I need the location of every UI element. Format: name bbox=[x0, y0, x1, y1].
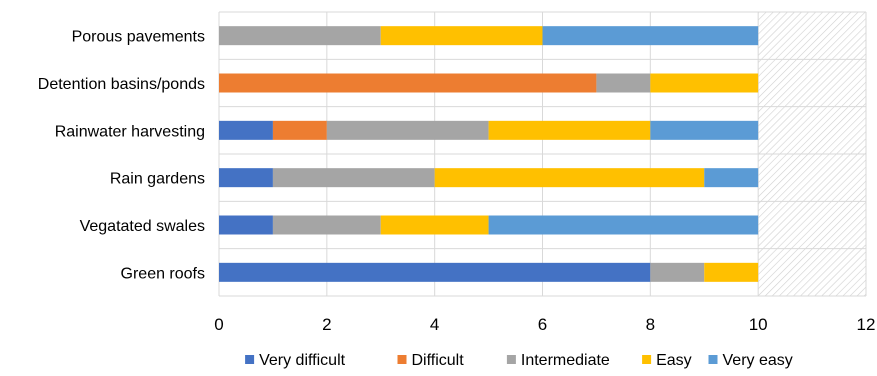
legend-swatch bbox=[397, 355, 407, 364]
legend-label: Difficult bbox=[412, 352, 465, 369]
x-tick-label: 2 bbox=[322, 315, 331, 334]
legend-swatch bbox=[506, 355, 516, 364]
legend-item: Very difficult bbox=[245, 352, 346, 369]
legend-label: Very difficult bbox=[259, 352, 346, 369]
gridlines bbox=[218, 11, 867, 297]
legend-label: Easy bbox=[656, 352, 692, 369]
legend-swatch bbox=[708, 355, 718, 364]
legend-label: Intermediate bbox=[521, 352, 610, 369]
x-tick-label: 0 bbox=[214, 315, 223, 334]
bar-segment-very-easy bbox=[542, 26, 759, 46]
bar-segment-difficult bbox=[272, 120, 327, 140]
category-label: Rain gardens bbox=[110, 171, 205, 188]
bar-segment-intermediate bbox=[272, 168, 435, 188]
bar-segment-intermediate bbox=[219, 26, 381, 46]
bar-segment-very-easy bbox=[650, 120, 759, 140]
category-label: Rainwater harvesting bbox=[55, 123, 205, 140]
legend-item: Easy bbox=[642, 352, 692, 369]
category-label: Detention basins/ponds bbox=[38, 76, 205, 93]
legend-swatch bbox=[245, 355, 255, 364]
bar-segment-easy bbox=[704, 262, 759, 282]
bar-segment-very-difficult bbox=[219, 262, 651, 282]
bar-segment-very-easy bbox=[488, 215, 759, 235]
bar-segment-intermediate bbox=[272, 215, 381, 235]
category-label: Vegatated swales bbox=[80, 218, 205, 235]
legend-item: Difficult bbox=[397, 352, 465, 369]
bar-segment-very-difficult bbox=[219, 215, 273, 235]
legend: Very difficult Difficult Intermediate Easy V… bbox=[245, 352, 793, 369]
x-tick-label: 4 bbox=[430, 315, 439, 334]
legend-swatch bbox=[642, 355, 652, 364]
bar-segment-very-difficult bbox=[219, 120, 273, 140]
plot-area: Porous pavements Detention basins/ponds Ra… bbox=[38, 11, 876, 334]
bar-segment-intermediate bbox=[650, 262, 705, 282]
category-label: Green roofs bbox=[121, 265, 205, 282]
bar-segment-very-easy bbox=[704, 168, 759, 188]
x-tick-label: 10 bbox=[749, 315, 768, 334]
legend-label: Very easy bbox=[723, 352, 793, 369]
x-tick-label: 12 bbox=[857, 315, 876, 334]
bars bbox=[219, 26, 759, 282]
bar-segment-easy bbox=[380, 215, 489, 235]
bar-segment-easy bbox=[434, 168, 705, 188]
bar-segment-intermediate bbox=[596, 73, 651, 93]
bar-segment-intermediate bbox=[326, 120, 489, 140]
bar-segment-easy bbox=[380, 26, 543, 46]
bar-segment-very-difficult bbox=[219, 168, 273, 188]
legend-item: Intermediate bbox=[506, 352, 610, 369]
category-label: Porous pavements bbox=[72, 29, 205, 46]
x-tick-label: 8 bbox=[646, 315, 655, 334]
bar-segment-easy bbox=[488, 120, 651, 140]
bar-segment-easy bbox=[650, 73, 759, 93]
legend-item: Very easy bbox=[708, 352, 793, 369]
bar-segment-difficult bbox=[219, 73, 597, 93]
x-tick-label: 6 bbox=[538, 315, 547, 334]
